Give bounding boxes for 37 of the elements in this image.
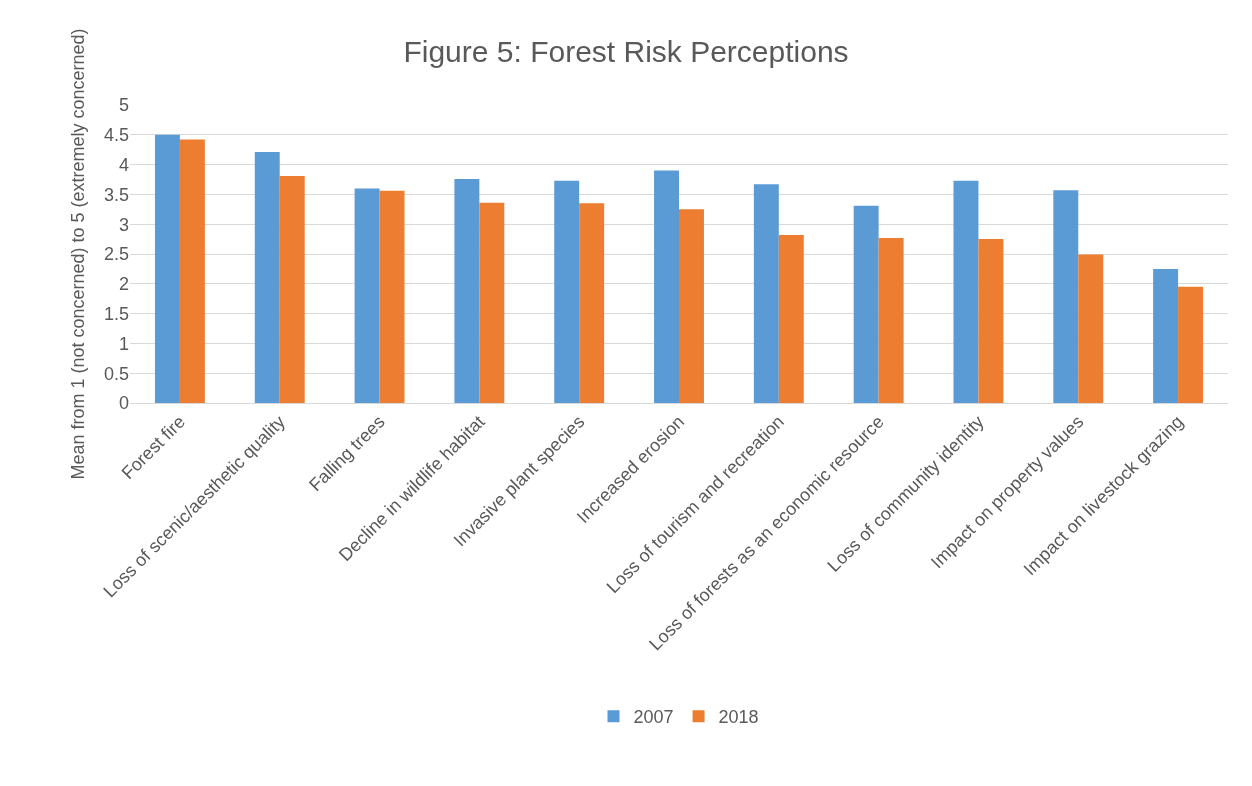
y-tick-label: 4	[118, 154, 129, 175]
bar	[978, 239, 1004, 403]
bar	[853, 205, 879, 403]
bar	[154, 134, 180, 403]
bar	[1078, 254, 1104, 403]
bar	[1178, 286, 1204, 403]
bar	[878, 237, 904, 403]
y-tick-label: 3.5	[103, 184, 129, 205]
y-tick-label: 0.5	[103, 363, 129, 384]
bar	[778, 234, 804, 403]
legend-label: 2018	[718, 707, 759, 728]
bar	[479, 202, 505, 403]
bar	[1153, 268, 1179, 403]
bar	[254, 152, 280, 403]
bar	[1053, 190, 1079, 403]
bar	[554, 180, 580, 403]
bar	[179, 139, 205, 403]
bar	[454, 178, 480, 403]
bar	[354, 188, 380, 403]
bar	[753, 184, 779, 403]
bar	[279, 175, 305, 403]
chart-title: Figure 5: Forest Risk Perceptions	[403, 34, 849, 68]
bar	[679, 209, 704, 403]
y-tick-label: 5	[118, 95, 129, 116]
y-tick-label: 0	[118, 393, 129, 414]
y-axis-title: Mean from 1 (not concerned) to 5 (extremely concerned)	[68, 28, 89, 480]
y-tick-label: 4.5	[103, 125, 129, 146]
y-tick-label: 2.5	[103, 244, 129, 265]
y-tick-label: 2	[118, 274, 129, 295]
bar	[379, 190, 405, 403]
legend-label: 2007	[633, 707, 674, 728]
bar	[579, 203, 605, 403]
bar	[953, 180, 979, 403]
y-tick-label: 3	[118, 214, 129, 235]
y-tick-label: 1.5	[103, 303, 129, 324]
bar	[654, 170, 679, 403]
y-tick-label: 1	[118, 333, 129, 354]
